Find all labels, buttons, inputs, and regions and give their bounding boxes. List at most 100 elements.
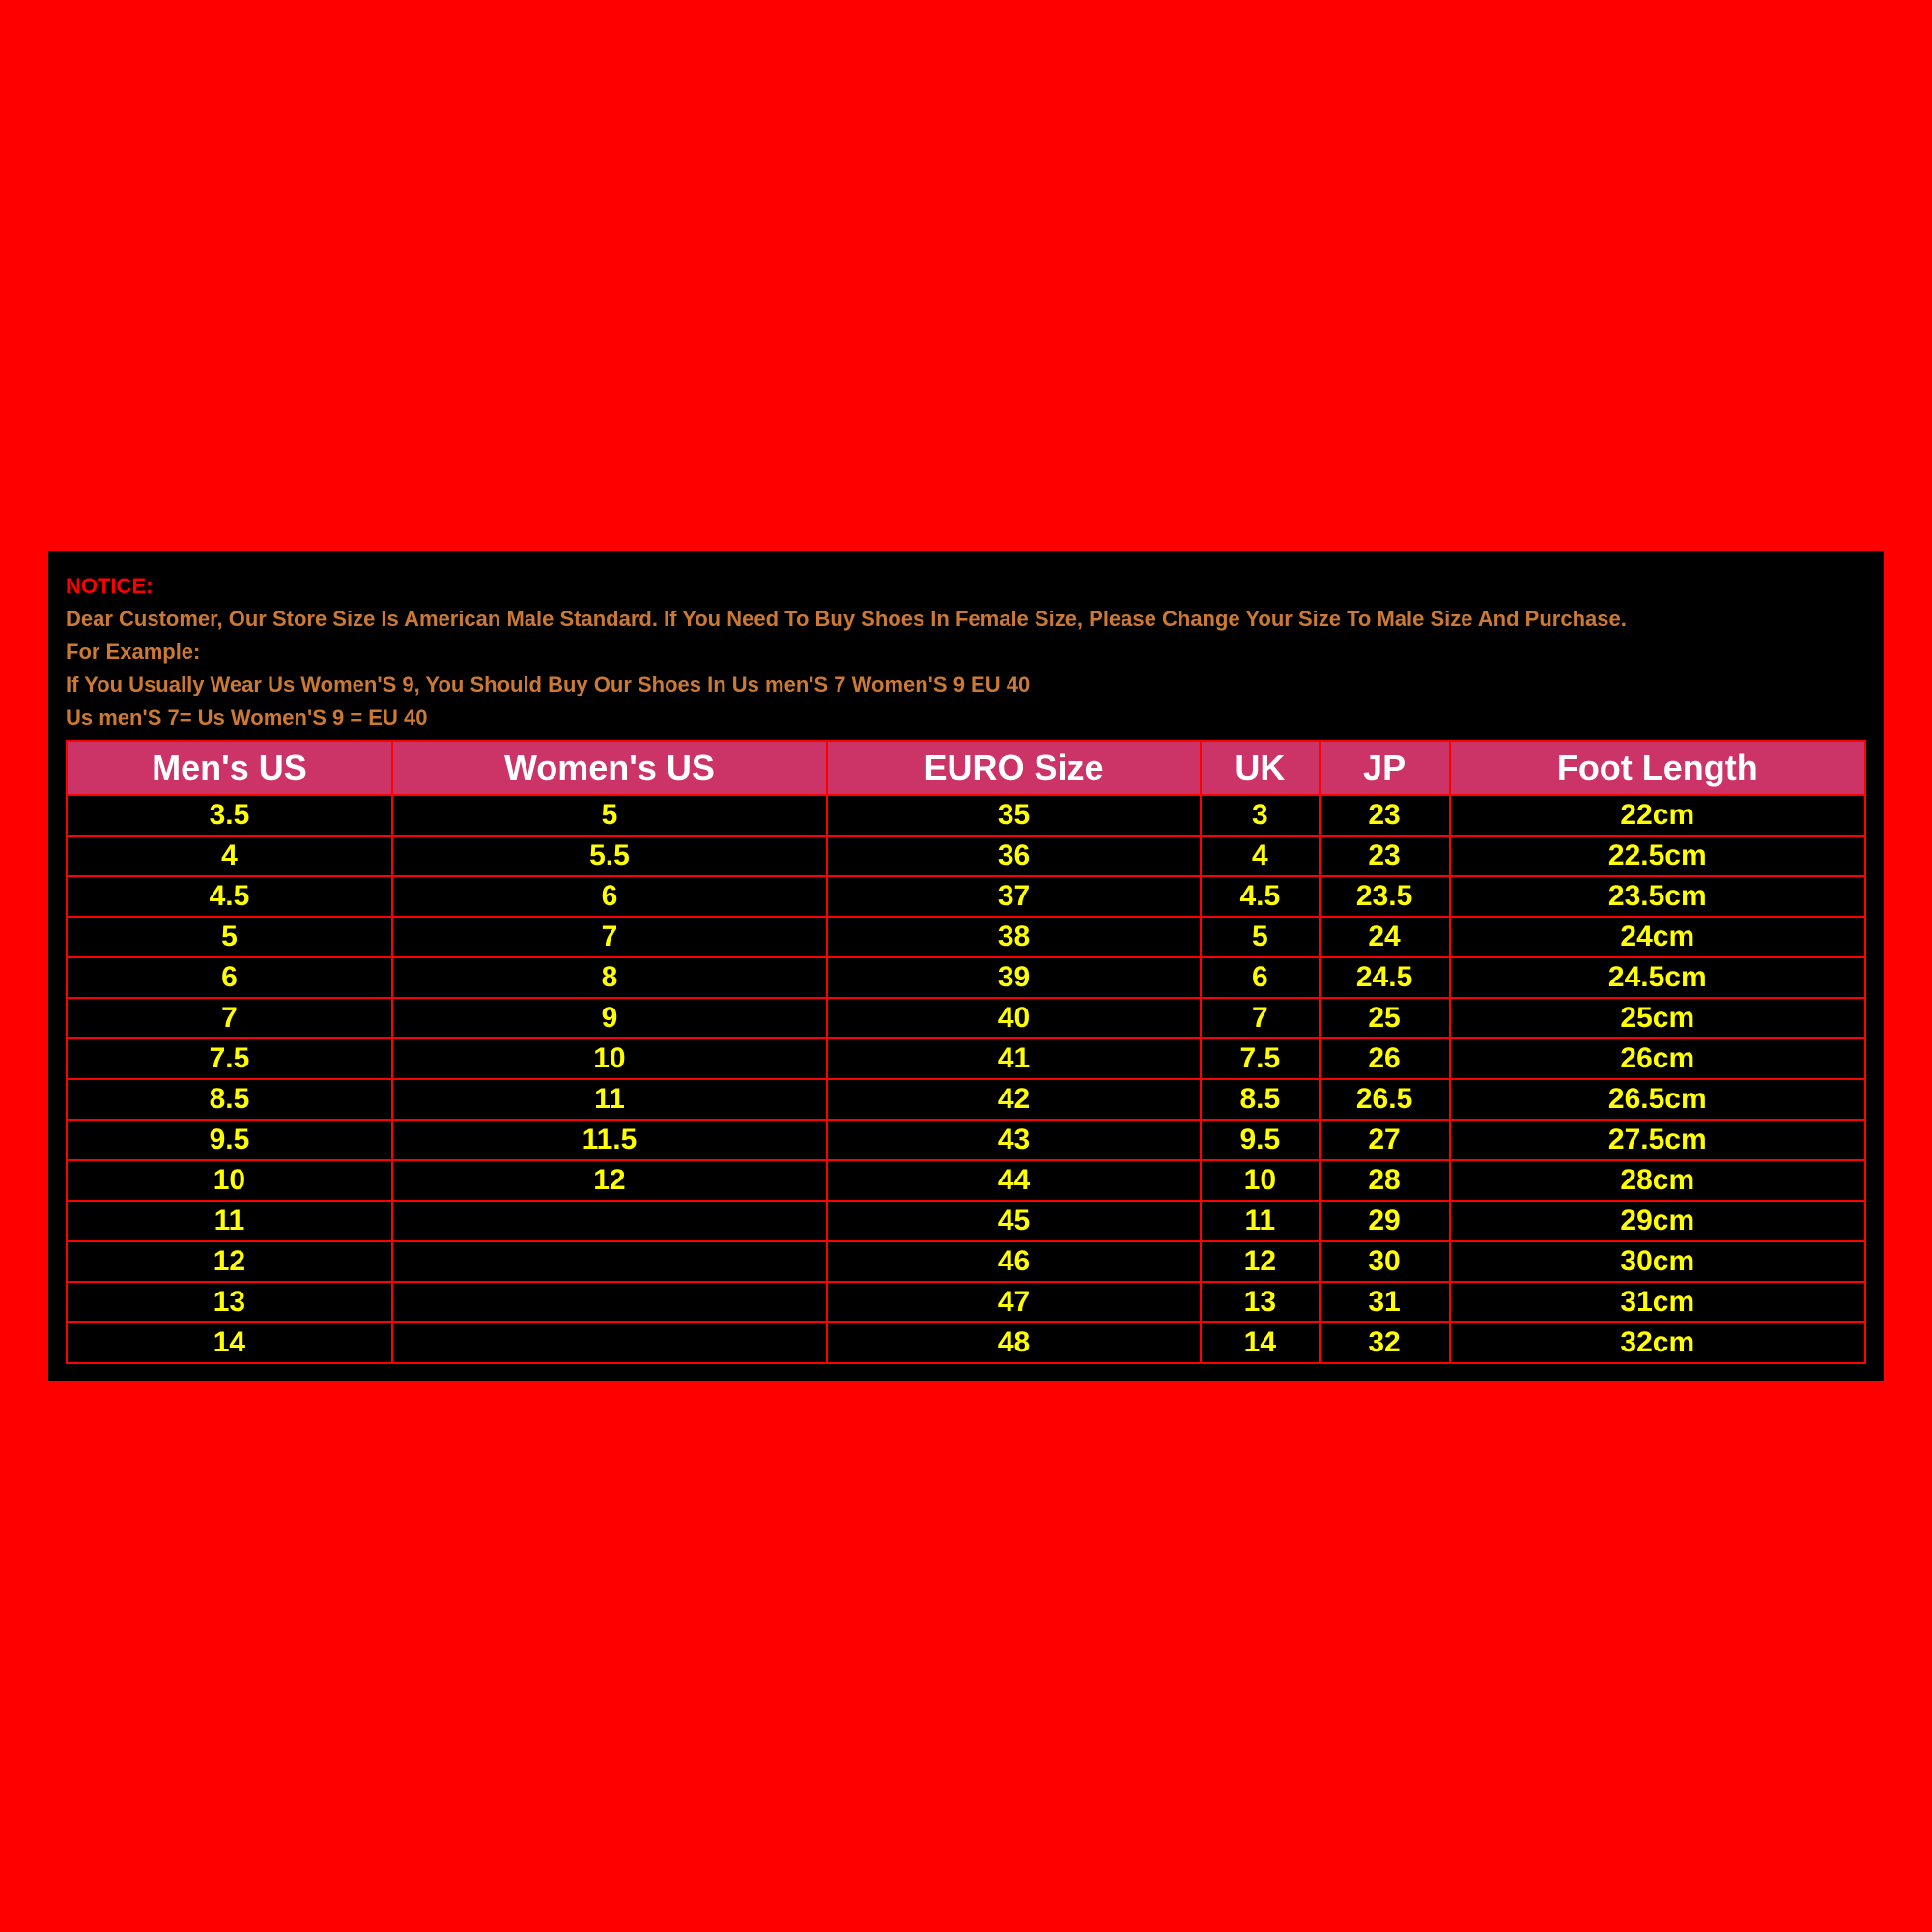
table-cell: 4 xyxy=(1201,836,1319,876)
table-cell: 35 xyxy=(827,795,1201,836)
table-cell: 36 xyxy=(827,836,1201,876)
table-header-row: Men's US Women's US EURO Size UK JP Foot… xyxy=(67,741,1865,795)
table-row: 6839624.524.5cm xyxy=(67,957,1865,998)
table-cell: 9.5 xyxy=(1201,1120,1319,1160)
table-cell: 13 xyxy=(1201,1282,1319,1322)
table-cell: 23 xyxy=(1320,836,1450,876)
table-cell: 24cm xyxy=(1450,917,1865,957)
table-cell: 10 xyxy=(67,1160,392,1201)
table-cell: 4 xyxy=(67,836,392,876)
col-euro-size: EURO Size xyxy=(827,741,1201,795)
table-cell: 28cm xyxy=(1450,1160,1865,1201)
table-cell: 25 xyxy=(1320,998,1450,1038)
table-cell: 44 xyxy=(827,1160,1201,1201)
table-cell: 23.5 xyxy=(1320,876,1450,917)
table-cell: 22cm xyxy=(1450,795,1865,836)
table-row: 8.511428.526.526.5cm xyxy=(67,1079,1865,1120)
table-row: 573852424cm xyxy=(67,917,1865,957)
table-row: 1145112929cm xyxy=(67,1201,1865,1241)
table-cell: 24.5cm xyxy=(1450,957,1865,998)
table-cell: 7.5 xyxy=(67,1038,392,1079)
table-row: 101244102828cm xyxy=(67,1160,1865,1201)
table-cell: 26.5 xyxy=(1320,1079,1450,1120)
table-cell: 23 xyxy=(1320,795,1450,836)
table-cell: 12 xyxy=(392,1160,827,1201)
table-cell: 48 xyxy=(827,1322,1201,1363)
table-cell: 23.5cm xyxy=(1450,876,1865,917)
table-cell: 5 xyxy=(1201,917,1319,957)
table-cell: 11 xyxy=(1201,1201,1319,1241)
table-cell xyxy=(392,1282,827,1322)
table-row: 45.53642322.5cm xyxy=(67,836,1865,876)
notice-line-4: Us men'S 7= Us Women'S 9 = EU 40 xyxy=(66,701,1866,734)
table-cell: 29 xyxy=(1320,1201,1450,1241)
table-cell: 24 xyxy=(1320,917,1450,957)
table-cell: 29cm xyxy=(1450,1201,1865,1241)
table-cell: 28 xyxy=(1320,1160,1450,1201)
table-cell: 9 xyxy=(392,998,827,1038)
table-cell: 6 xyxy=(67,957,392,998)
table-cell: 30 xyxy=(1320,1241,1450,1282)
table-cell: 12 xyxy=(67,1241,392,1282)
table-row: 794072525cm xyxy=(67,998,1865,1038)
table-cell xyxy=(392,1241,827,1282)
table-cell: 5 xyxy=(67,917,392,957)
table-row: 7.510417.52626cm xyxy=(67,1038,1865,1079)
table-cell: 10 xyxy=(1201,1160,1319,1201)
col-womens-us: Women's US xyxy=(392,741,827,795)
table-cell: 7 xyxy=(392,917,827,957)
table-cell: 26.5cm xyxy=(1450,1079,1865,1120)
table-cell: 8 xyxy=(392,957,827,998)
table-cell: 11 xyxy=(67,1201,392,1241)
table-cell: 38 xyxy=(827,917,1201,957)
table-cell: 41 xyxy=(827,1038,1201,1079)
table-cell: 6 xyxy=(1201,957,1319,998)
table-cell: 11 xyxy=(392,1079,827,1120)
table-cell xyxy=(392,1322,827,1363)
table-cell: 14 xyxy=(67,1322,392,1363)
table-cell: 6 xyxy=(392,876,827,917)
size-chart-table: Men's US Women's US EURO Size UK JP Foot… xyxy=(66,740,1866,1364)
size-chart-panel: NOTICE: Dear Customer, Our Store Size Is… xyxy=(48,551,1884,1381)
table-cell: 43 xyxy=(827,1120,1201,1160)
table-body: 3.553532322cm45.53642322.5cm4.56374.523.… xyxy=(67,795,1865,1363)
table-cell: 8.5 xyxy=(1201,1079,1319,1120)
table-cell: 8.5 xyxy=(67,1079,392,1120)
col-uk: UK xyxy=(1201,741,1319,795)
table-cell: 40 xyxy=(827,998,1201,1038)
table-cell: 14 xyxy=(1201,1322,1319,1363)
table-cell: 7.5 xyxy=(1201,1038,1319,1079)
col-jp: JP xyxy=(1320,741,1450,795)
table-cell: 7 xyxy=(67,998,392,1038)
table-cell: 9.5 xyxy=(67,1120,392,1160)
table-cell: 24.5 xyxy=(1320,957,1450,998)
table-cell: 42 xyxy=(827,1079,1201,1120)
col-mens-us: Men's US xyxy=(67,741,392,795)
table-cell: 45 xyxy=(827,1201,1201,1241)
table-cell: 4.5 xyxy=(1201,876,1319,917)
page-background: NOTICE: Dear Customer, Our Store Size Is… xyxy=(0,0,1932,1932)
table-cell: 11.5 xyxy=(392,1120,827,1160)
table-row: 3.553532322cm xyxy=(67,795,1865,836)
notice-line-3: If You Usually Wear Us Women'S 9, You Sh… xyxy=(66,668,1866,701)
table-cell xyxy=(392,1201,827,1241)
table-cell: 12 xyxy=(1201,1241,1319,1282)
table-cell: 30cm xyxy=(1450,1241,1865,1282)
table-cell: 47 xyxy=(827,1282,1201,1322)
notice-line-1: Dear Customer, Our Store Size Is America… xyxy=(66,603,1866,636)
table-row: 9.511.5439.52727.5cm xyxy=(67,1120,1865,1160)
table-cell: 27 xyxy=(1320,1120,1450,1160)
table-cell: 32cm xyxy=(1450,1322,1865,1363)
table-cell: 5 xyxy=(392,795,827,836)
table-cell: 3 xyxy=(1201,795,1319,836)
table-row: 1347133131cm xyxy=(67,1282,1865,1322)
table-cell: 22.5cm xyxy=(1450,836,1865,876)
table-cell: 4.5 xyxy=(67,876,392,917)
table-row: 4.56374.523.523.5cm xyxy=(67,876,1865,917)
table-cell: 37 xyxy=(827,876,1201,917)
table-cell: 5.5 xyxy=(392,836,827,876)
table-cell: 26 xyxy=(1320,1038,1450,1079)
col-foot-length: Foot Length xyxy=(1450,741,1865,795)
notice-line-2: For Example: xyxy=(66,636,1866,668)
table-cell: 26cm xyxy=(1450,1038,1865,1079)
